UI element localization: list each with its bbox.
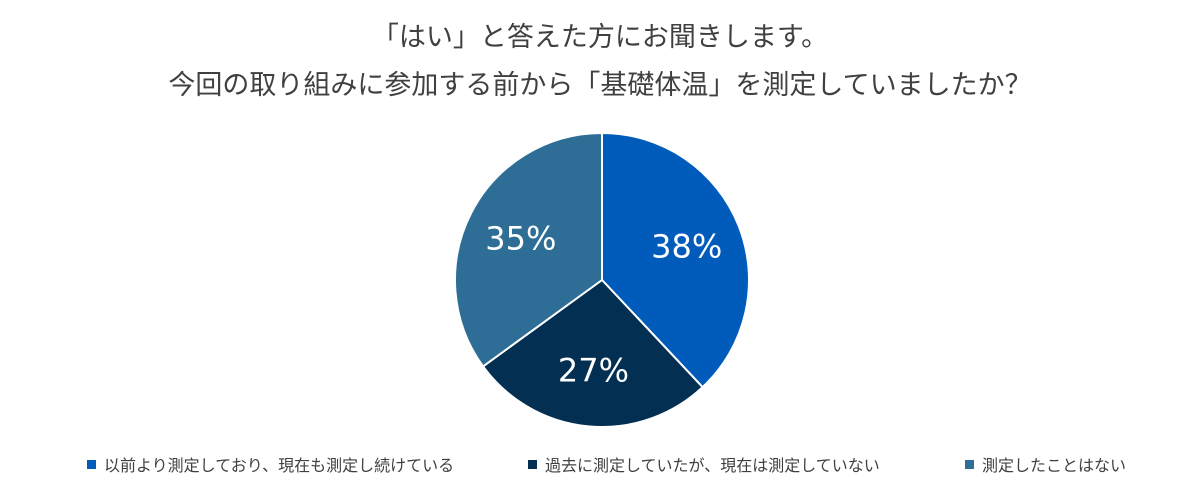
chart-legend: 以前より測定しており、現在も測定し続けている 過去に測定していたが、現在は測定し…	[0, 452, 1200, 476]
legend-item-continuing: 以前より測定しており、現在も測定し続けている	[87, 452, 454, 476]
legend-item-stopped: 過去に測定していたが、現在は測定していない	[528, 452, 880, 476]
chart-title-line-1: 「はい」と答えた方にお聞きします。	[371, 22, 829, 53]
chart-title-line-2: 今回の取り組みに参加する前から「基礎体温」を測定していましたか？	[168, 70, 1032, 101]
legend-swatch-never	[965, 459, 974, 469]
legend-swatch-continuing	[87, 459, 96, 469]
legend-label-continuing: 以前より測定しており、現在も測定し続けている	[104, 456, 455, 475]
pie-label-continuing: 38%	[651, 227, 722, 265]
legend-label-never: 測定したことはない	[982, 456, 1127, 475]
pie-slice-continuing	[601, 131, 750, 389]
pie-slice-never	[454, 131, 603, 368]
pie-label-stopped: 27%	[558, 352, 629, 390]
pie-slice-stopped	[481, 278, 705, 428]
chart-title: 「はい」と答えた方にお聞きします。 今回の取り組みに参加する前から「基礎体温」を…	[0, 14, 1200, 110]
pie-label-never: 35%	[485, 220, 556, 258]
legend-item-never: 測定したことはない	[965, 452, 1126, 476]
legend-swatch-stopped	[528, 459, 537, 469]
legend-label-stopped: 過去に測定していたが、現在は測定していない	[545, 456, 880, 475]
